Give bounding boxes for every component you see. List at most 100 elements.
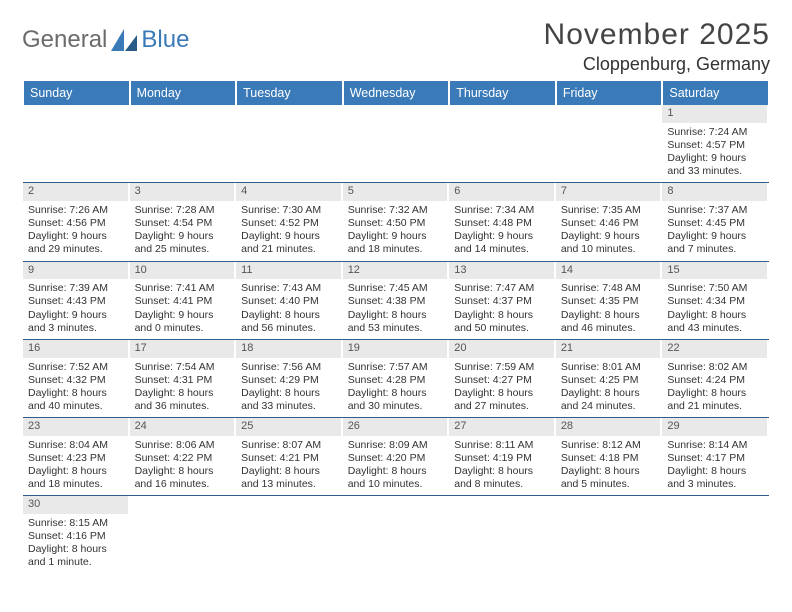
calendar-row: 23 Sunrise: 8:04 AMSunset: 4:23 PM Dayligh… — [23, 418, 769, 496]
sunset-text: Sunset: 4:17 PM — [667, 452, 764, 465]
day-number: 20 — [449, 340, 556, 358]
day-number: 25 — [236, 418, 343, 436]
daylight-text: Daylight: 8 hours and 16 minutes. — [135, 465, 232, 491]
sunset-text: Sunset: 4:34 PM — [667, 295, 764, 308]
day-number: 7 — [556, 183, 663, 201]
header: GeneralBlue November 2025 Cloppenburg, G… — [22, 18, 770, 75]
calendar-cell: 23Sunrise: 8:04 AMSunset: 4:23 PMDayligh… — [23, 418, 130, 496]
day-number: 13 — [449, 262, 556, 280]
sunset-text: Sunset: 4:27 PM — [454, 374, 551, 387]
day-number: 26 — [343, 418, 450, 436]
weekday-header: Monday — [130, 81, 237, 105]
daylight-text: Daylight: 8 hours and 24 minutes. — [561, 387, 658, 413]
calendar-cell: 7Sunrise: 7:35 AMSunset: 4:46 PMDaylight… — [556, 183, 663, 261]
day-details: Sunrise: 7:28 AMSunset: 4:54 PMDaylight:… — [130, 201, 237, 261]
sunrise-text: Sunrise: 7:59 AM — [454, 361, 551, 374]
sunrise-text: Sunrise: 7:57 AM — [348, 361, 445, 374]
day-details: Sunrise: 7:48 AMSunset: 4:35 PMDaylight:… — [556, 279, 663, 339]
sunrise-text: Sunrise: 8:04 AM — [28, 439, 125, 452]
daylight-text: Daylight: 8 hours and 27 minutes. — [454, 387, 551, 413]
calendar-cell — [343, 496, 450, 574]
sunset-text: Sunset: 4:52 PM — [241, 217, 338, 230]
calendar-cell: 21Sunrise: 8:01 AMSunset: 4:25 PMDayligh… — [556, 339, 663, 417]
sunset-text: Sunset: 4:29 PM — [241, 374, 338, 387]
sunset-text: Sunset: 4:21 PM — [241, 452, 338, 465]
title-block: November 2025 Cloppenburg, Germany — [544, 18, 770, 75]
calendar-cell: 13Sunrise: 7:47 AMSunset: 4:37 PMDayligh… — [449, 261, 556, 339]
daylight-text: Daylight: 8 hours and 46 minutes. — [561, 309, 658, 335]
calendar-cell — [343, 105, 450, 183]
calendar-cell — [556, 105, 663, 183]
sunset-text: Sunset: 4:23 PM — [28, 452, 125, 465]
day-details: Sunrise: 7:56 AMSunset: 4:29 PMDaylight:… — [236, 358, 343, 418]
calendar-cell: 18Sunrise: 7:56 AMSunset: 4:29 PMDayligh… — [236, 339, 343, 417]
day-details: Sunrise: 8:01 AMSunset: 4:25 PMDaylight:… — [556, 358, 663, 418]
calendar-cell: 19Sunrise: 7:57 AMSunset: 4:28 PMDayligh… — [343, 339, 450, 417]
calendar-cell: 6Sunrise: 7:34 AMSunset: 4:48 PMDaylight… — [449, 183, 556, 261]
day-details: Sunrise: 8:15 AMSunset: 4:16 PMDaylight:… — [23, 514, 130, 574]
daylight-text: Daylight: 8 hours and 13 minutes. — [241, 465, 338, 491]
sunrise-text: Sunrise: 8:15 AM — [28, 517, 125, 530]
calendar-cell: 27Sunrise: 8:11 AMSunset: 4:19 PMDayligh… — [449, 418, 556, 496]
day-number: 10 — [130, 262, 237, 280]
daylight-text: Daylight: 8 hours and 21 minutes. — [667, 387, 764, 413]
calendar-cell: 10Sunrise: 7:41 AMSunset: 4:41 PMDayligh… — [130, 261, 237, 339]
daylight-text: Daylight: 8 hours and 43 minutes. — [667, 309, 764, 335]
day-details: Sunrise: 7:39 AMSunset: 4:43 PMDaylight:… — [23, 279, 130, 339]
calendar-cell — [236, 105, 343, 183]
sunset-text: Sunset: 4:50 PM — [348, 217, 445, 230]
sunset-text: Sunset: 4:38 PM — [348, 295, 445, 308]
day-number: 5 — [343, 183, 450, 201]
sunset-text: Sunset: 4:41 PM — [135, 295, 232, 308]
day-details: Sunrise: 7:54 AMSunset: 4:31 PMDaylight:… — [130, 358, 237, 418]
daylight-text: Daylight: 9 hours and 14 minutes. — [454, 230, 551, 256]
sunset-text: Sunset: 4:18 PM — [561, 452, 658, 465]
calendar-cell — [662, 496, 769, 574]
day-number: 21 — [556, 340, 663, 358]
sunset-text: Sunset: 4:45 PM — [667, 217, 764, 230]
daylight-text: Daylight: 9 hours and 25 minutes. — [135, 230, 232, 256]
logo-sail-icon — [111, 29, 137, 51]
sunrise-text: Sunrise: 8:01 AM — [561, 361, 658, 374]
sunrise-text: Sunrise: 7:48 AM — [561, 282, 658, 295]
sunset-text: Sunset: 4:46 PM — [561, 217, 658, 230]
sunrise-text: Sunrise: 7:26 AM — [28, 204, 125, 217]
calendar-cell: 14Sunrise: 7:48 AMSunset: 4:35 PMDayligh… — [556, 261, 663, 339]
calendar-cell: 20 Sunrise: 7:59 AMSunset: 4:27 PMDayligh… — [449, 339, 556, 417]
sunrise-text: Sunrise: 8:12 AM — [561, 439, 658, 452]
day-number: 27 — [449, 418, 556, 436]
calendar-row: 30Sunrise: 8:15 AMSunset: 4:16 PMDayligh… — [23, 496, 769, 574]
day-details: Sunrise: 7:45 AMSunset: 4:38 PMDaylight:… — [343, 279, 450, 339]
sunrise-text: Sunrise: 7:45 AM — [348, 282, 445, 295]
calendar-cell — [130, 496, 237, 574]
day-details: Sunrise: 8:02 AMSunset: 4:24 PMDaylight:… — [662, 358, 769, 418]
day-details: Sunrise: 7:41 AMSunset: 4:41 PMDaylight:… — [130, 279, 237, 339]
calendar-row: 1Sunrise: 7:24 AMSunset: 4:57 PMDaylight… — [23, 105, 769, 183]
weekday-header: Saturday — [662, 81, 769, 105]
logo: GeneralBlue — [22, 18, 189, 54]
sunrise-text: Sunrise: 7:30 AM — [241, 204, 338, 217]
daylight-text: Daylight: 9 hours and 33 minutes. — [667, 152, 764, 178]
sunrise-text: Sunrise: 7:47 AM — [454, 282, 551, 295]
daylight-text: Daylight: 9 hours and 7 minutes. — [667, 230, 764, 256]
daylight-text: Daylight: 8 hours and 40 minutes. — [28, 387, 125, 413]
weekday-header: Thursday — [449, 81, 556, 105]
day-number: 1 — [662, 105, 769, 123]
daylight-text: Daylight: 8 hours and 1 minute. — [28, 543, 125, 569]
sunset-text: Sunset: 4:37 PM — [454, 295, 551, 308]
day-details: Sunrise: 7:34 AMSunset: 4:48 PMDaylight:… — [449, 201, 556, 261]
sunset-text: Sunset: 4:16 PM — [28, 530, 125, 543]
day-number: 23 — [23, 418, 130, 436]
daylight-text: Daylight: 9 hours and 0 minutes. — [135, 309, 232, 335]
sunrise-text: Sunrise: 7:24 AM — [667, 126, 764, 139]
sunrise-text: Sunrise: 7:28 AM — [135, 204, 232, 217]
calendar-cell: 3Sunrise: 7:28 AMSunset: 4:54 PMDaylight… — [130, 183, 237, 261]
daylight-text: Daylight: 9 hours and 18 minutes. — [348, 230, 445, 256]
calendar-cell: 17Sunrise: 7:54 AMSunset: 4:31 PMDayligh… — [130, 339, 237, 417]
calendar-cell — [236, 496, 343, 574]
sunrise-text: Sunrise: 7:43 AM — [241, 282, 338, 295]
sunset-text: Sunset: 4:22 PM — [135, 452, 232, 465]
weekday-header-row: Sunday Monday Tuesday Wednesday Thursday… — [23, 81, 769, 105]
daylight-text: Daylight: 8 hours and 8 minutes. — [454, 465, 551, 491]
day-details: Sunrise: 7:50 AMSunset: 4:34 PMDaylight:… — [662, 279, 769, 339]
